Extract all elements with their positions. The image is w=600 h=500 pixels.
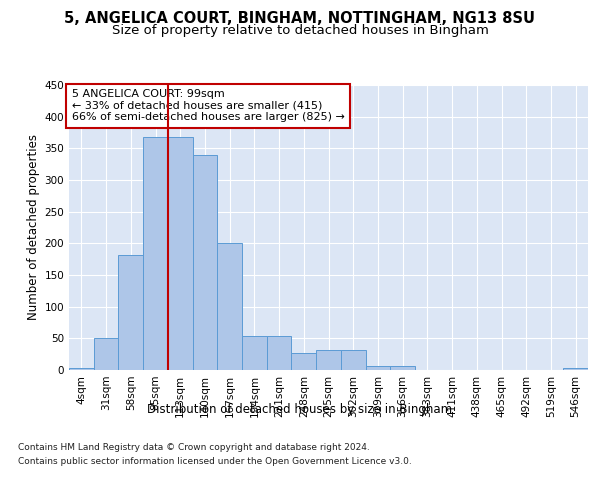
Bar [341, 350, 365, 370]
Bar [316, 350, 341, 370]
Bar [94, 338, 118, 370]
Bar [217, 244, 242, 370]
Bar [143, 137, 168, 370]
Text: Size of property relative to detached houses in Bingham: Size of property relative to detached ho… [112, 24, 488, 37]
Text: Distribution of detached houses by size in Bingham: Distribution of detached houses by size … [148, 402, 452, 415]
Text: 5 ANGELICA COURT: 99sqm
← 33% of detached houses are smaller (415)
66% of semi-d: 5 ANGELICA COURT: 99sqm ← 33% of detache… [71, 90, 344, 122]
Bar [563, 368, 588, 370]
Bar [292, 353, 316, 370]
Bar [390, 366, 415, 370]
Bar [168, 137, 193, 370]
Text: Contains HM Land Registry data © Crown copyright and database right 2024.: Contains HM Land Registry data © Crown c… [18, 442, 370, 452]
Text: 5, ANGELICA COURT, BINGHAM, NOTTINGHAM, NG13 8SU: 5, ANGELICA COURT, BINGHAM, NOTTINGHAM, … [65, 11, 536, 26]
Bar [242, 336, 267, 370]
Bar [267, 336, 292, 370]
Bar [69, 368, 94, 370]
Text: Contains public sector information licensed under the Open Government Licence v3: Contains public sector information licen… [18, 458, 412, 466]
Bar [118, 254, 143, 370]
Bar [365, 366, 390, 370]
Y-axis label: Number of detached properties: Number of detached properties [27, 134, 40, 320]
Bar [193, 154, 217, 370]
